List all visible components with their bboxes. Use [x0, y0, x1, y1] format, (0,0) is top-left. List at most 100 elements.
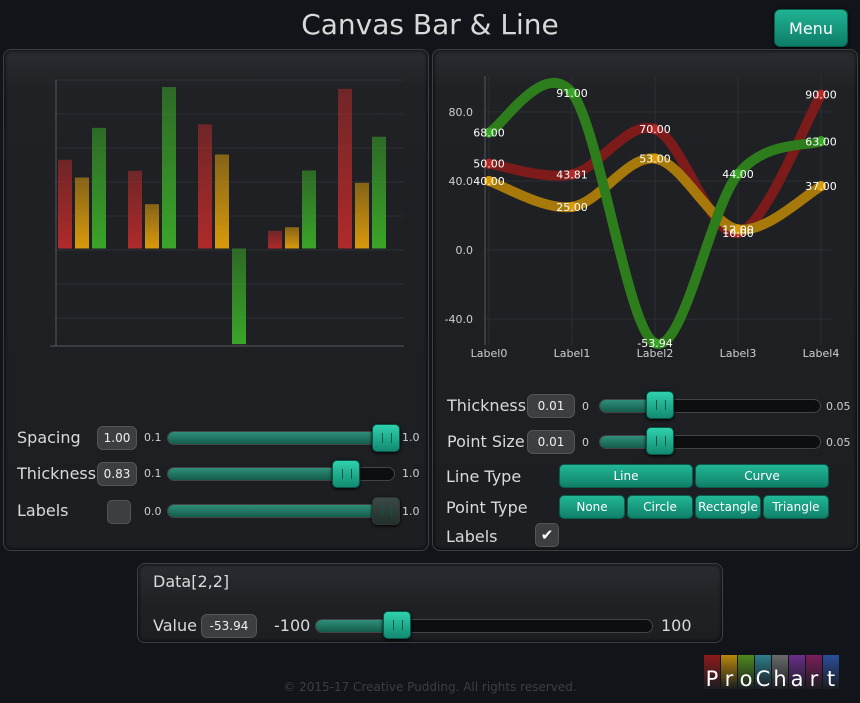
bar-mark: [215, 154, 229, 249]
data-value-field[interactable]: -53.94: [201, 614, 257, 638]
spacing-slider-thumb[interactable]: [372, 424, 400, 452]
line-point: [484, 158, 494, 169]
x-tick-label: Label4: [803, 347, 840, 360]
y-tick-label: -40.0: [445, 313, 473, 326]
bar-thickness-slider[interactable]: [167, 467, 395, 481]
line-point: [733, 224, 743, 235]
line-type-curve-button[interactable]: Curve: [695, 464, 829, 488]
point-type-circle-button[interactable]: Circle: [627, 495, 693, 519]
logo-letter: t: [823, 655, 839, 691]
bar-labels-min: 0.0: [144, 505, 162, 518]
bar-mark: [198, 124, 212, 249]
bar-mark: [75, 177, 89, 249]
point-data-label: 90.00: [805, 89, 837, 102]
line-thickness-value: 0.01: [527, 394, 575, 418]
logo-letter: o: [738, 655, 754, 691]
y-tick-label: 80.0: [449, 106, 474, 119]
point-size-slider[interactable]: [599, 435, 821, 449]
point-size-max: 0.05: [826, 436, 851, 449]
bar-labels-label: Labels: [17, 501, 69, 520]
point-data-label: 68.00: [473, 127, 505, 140]
copyright-text: © 2015-17 Creative Pudding. All rights r…: [283, 680, 577, 694]
point-size-value: 0.01: [527, 430, 575, 454]
line-point: [816, 181, 826, 192]
bar-chart-panel: Spacing 1.00 0.1 1.0 Thickness 0.83 0.1 …: [3, 49, 429, 551]
data-slider-max: 100: [661, 616, 692, 635]
line-point: [484, 175, 494, 186]
point-type-rectangle-button[interactable]: Rectangle: [695, 495, 761, 519]
page-title: Canvas Bar & Line: [301, 8, 559, 41]
bar-labels-slider-thumb[interactable]: [372, 497, 400, 525]
bar-mark: [162, 87, 176, 249]
bar-labels-max: 1.0: [402, 505, 420, 518]
bar-mark: [145, 204, 159, 249]
bar-mark: [128, 170, 142, 249]
data-slider-min: -100: [274, 616, 311, 635]
logo-letter: r: [721, 655, 737, 691]
line-point: [650, 124, 660, 135]
logo-letter: r: [806, 655, 822, 691]
data-value-label: Value: [153, 616, 197, 635]
point-type-none-button[interactable]: None: [559, 495, 625, 519]
bar-thickness-slider-thumb[interactable]: [332, 460, 360, 488]
data-panel: Data[2,2] Value -53.94 -100 100: [137, 563, 723, 643]
spacing-min: 0.1: [144, 431, 162, 444]
check-icon: ✔: [540, 526, 554, 544]
line-point: [567, 87, 577, 98]
bar-labels-slider[interactable]: [167, 504, 399, 518]
spacing-slider[interactable]: [167, 431, 399, 445]
line-point: [567, 169, 577, 180]
y-tick-label: 40.0: [449, 175, 474, 188]
menu-button[interactable]: Menu: [774, 9, 848, 47]
bar-thickness-label: Thickness: [17, 464, 97, 483]
point-data-label: 70.00: [639, 123, 671, 136]
point-data-label: 50.00: [473, 158, 505, 171]
line-thickness-slider-thumb[interactable]: [646, 391, 674, 419]
line-chart: 80.0 40.0 0.0 -40.0 Label0 Label1 Label2 Label3…: [445, 76, 840, 360]
data-value-slider-thumb[interactable]: [383, 611, 411, 639]
line-series: [484, 89, 826, 238]
point-type-triangle-button[interactable]: Triangle: [763, 495, 829, 519]
line-labels-label: Labels: [446, 527, 498, 546]
line-point: [650, 153, 660, 164]
point-data-label: 40.00: [473, 175, 505, 188]
point-size-label: Point Size: [447, 432, 525, 451]
point-data-label: 44.00: [722, 168, 754, 181]
point-type-label: Point Type: [446, 498, 528, 517]
line-labels-checkbox[interactable]: ✔: [535, 523, 559, 547]
logo-letter: C: [755, 655, 771, 691]
x-tick-label: Label1: [554, 347, 591, 360]
logo-letter: h: [772, 655, 788, 691]
point-data-label: 37.00: [805, 180, 837, 193]
bar-mark: [302, 170, 316, 249]
y-tick-label: 0.0: [456, 244, 474, 257]
point-data-label: 43.81: [556, 168, 588, 181]
point-size-min: 0: [582, 436, 589, 449]
data-value-slider[interactable]: [315, 619, 653, 633]
point-data-label: 53.00: [639, 153, 671, 166]
line-type-line-button[interactable]: Line: [559, 464, 693, 488]
point-data-label: -53.94: [637, 337, 672, 350]
point-data-label: 12.00: [722, 223, 754, 236]
data-panel-title: Data[2,2]: [153, 572, 230, 591]
bar-mark: [355, 182, 369, 249]
bar-mark: [92, 127, 106, 249]
line-point: [816, 89, 826, 100]
spacing-label: Spacing: [17, 428, 81, 447]
point-data-label: 91.00: [556, 87, 588, 100]
bar-mark: [232, 248, 246, 345]
bar-chart: [50, 79, 404, 347]
logo-letter: P: [704, 655, 720, 691]
spacing-max: 1.0: [402, 431, 420, 444]
bar-labels-checkbox[interactable]: [107, 500, 131, 524]
line-point: [567, 201, 577, 212]
line-chart-panel: 80.0 40.0 0.0 -40.0 Label0 Label1 Label2 Label3…: [432, 49, 858, 551]
spacing-value: 1.00: [97, 426, 137, 450]
bar-mark: [285, 227, 299, 249]
x-tick-label: Label3: [720, 347, 757, 360]
line-point: [484, 127, 494, 138]
point-size-slider-thumb[interactable]: [646, 427, 674, 455]
x-tick-label: Label2: [637, 347, 674, 360]
line-thickness-slider[interactable]: [599, 399, 821, 413]
